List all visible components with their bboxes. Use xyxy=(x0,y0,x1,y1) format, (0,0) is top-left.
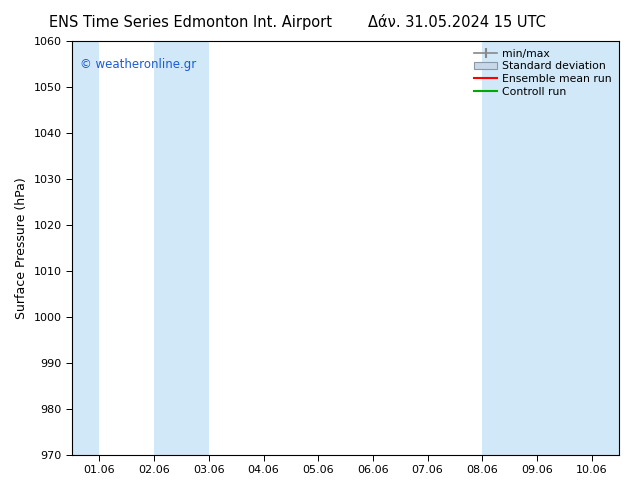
Legend: min/max, Standard deviation, Ensemble mean run, Controll run: min/max, Standard deviation, Ensemble me… xyxy=(472,47,614,99)
Bar xyxy=(154,41,209,455)
Bar xyxy=(537,41,592,455)
Text: Δάν. 31.05.2024 15 UTC: Δάν. 31.05.2024 15 UTC xyxy=(368,15,545,30)
Text: © weatheronline.gr: © weatheronline.gr xyxy=(81,58,197,71)
Text: ENS Time Series Edmonton Int. Airport: ENS Time Series Edmonton Int. Airport xyxy=(49,15,332,30)
Bar xyxy=(482,41,537,455)
Bar xyxy=(72,41,100,455)
Bar xyxy=(592,41,619,455)
Y-axis label: Surface Pressure (hPa): Surface Pressure (hPa) xyxy=(15,177,28,318)
